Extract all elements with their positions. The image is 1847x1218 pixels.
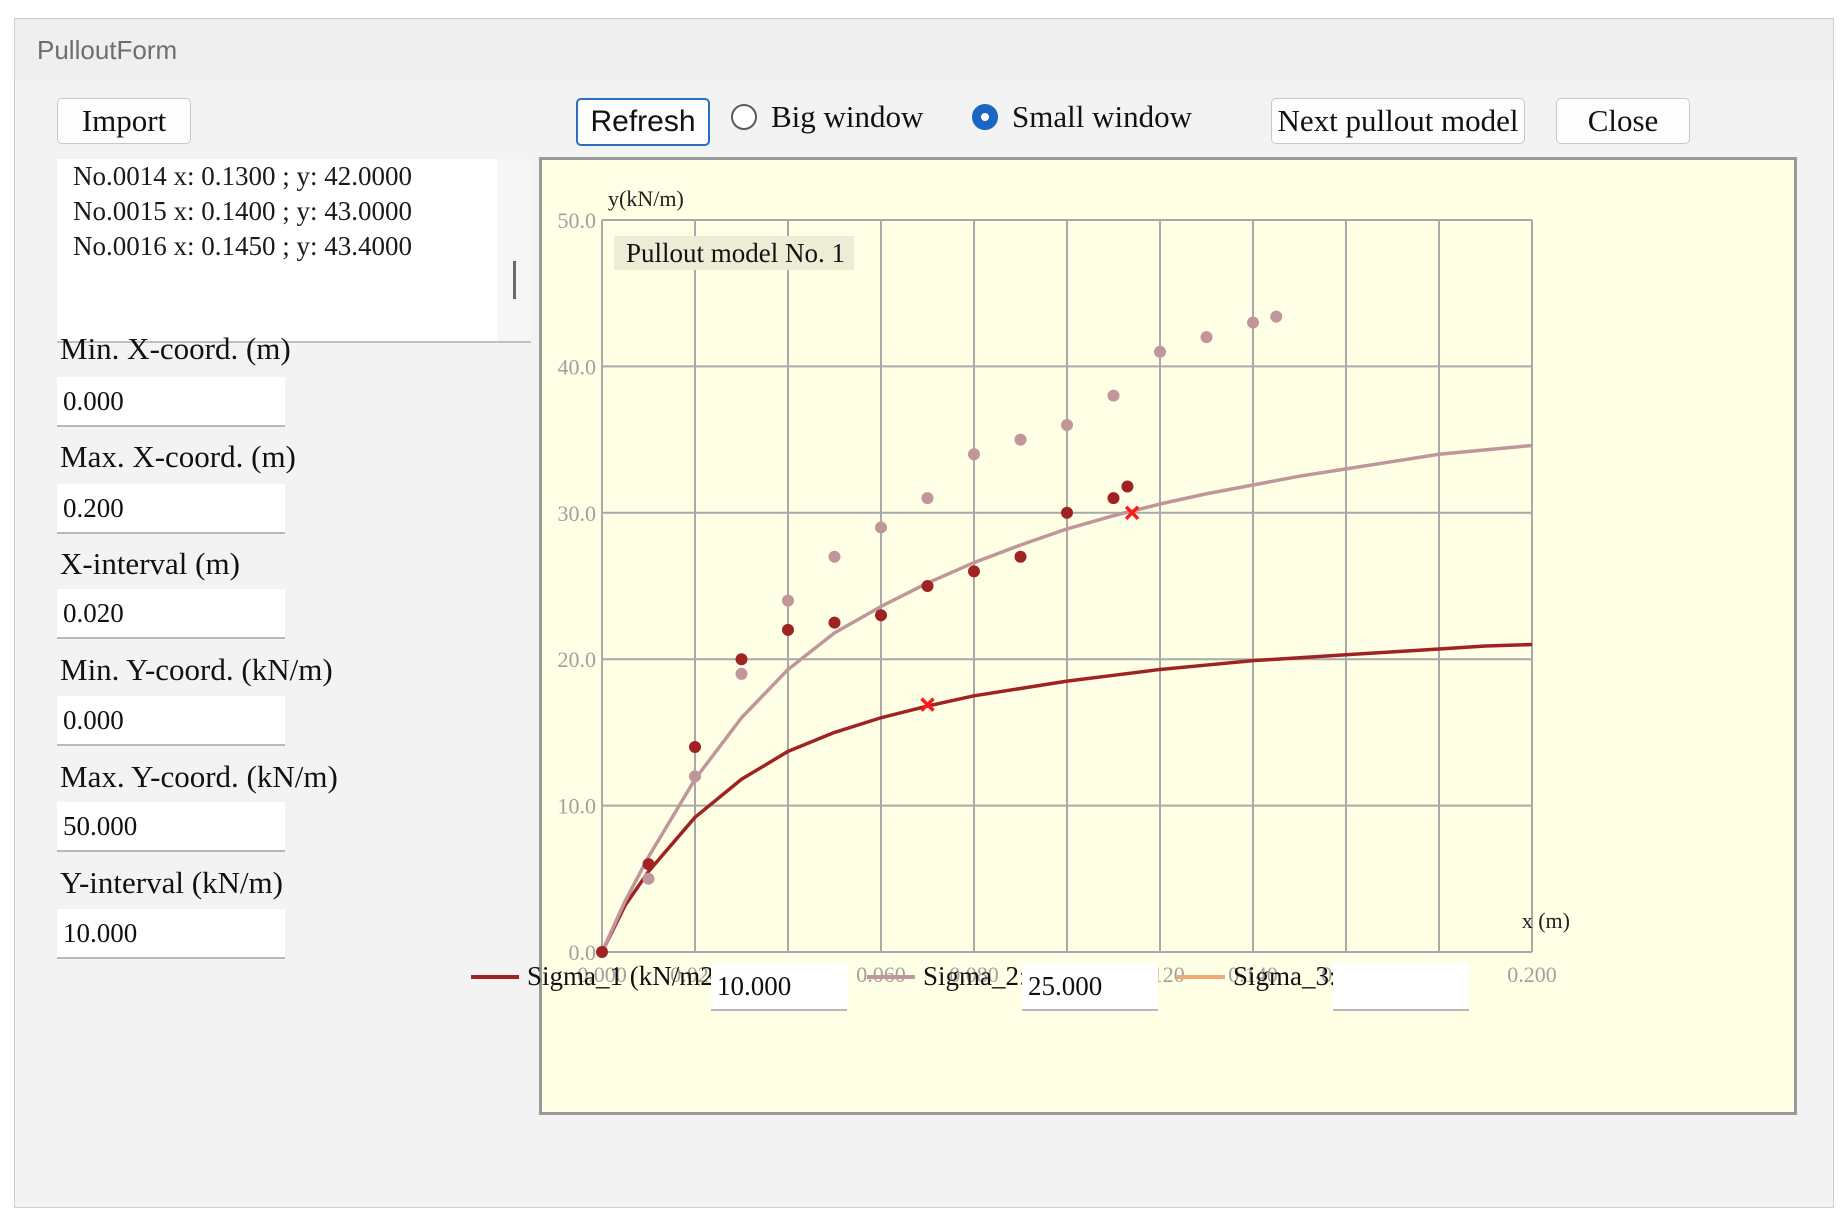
legend-sigma1: Sigma_1 (kN/m2) : bbox=[471, 961, 737, 992]
legend-sigma3-swatch bbox=[1177, 974, 1225, 979]
data-point bbox=[642, 872, 655, 885]
y-tick-label: 30.0 bbox=[558, 501, 597, 526]
data-point bbox=[875, 521, 887, 534]
y-axis-label: y(kN/m) bbox=[608, 186, 684, 211]
data-point bbox=[1121, 480, 1134, 493]
import-button[interactable]: Import bbox=[57, 98, 191, 144]
sigma1-input[interactable] bbox=[711, 963, 847, 1011]
data-point bbox=[968, 448, 980, 461]
min-x-input[interactable] bbox=[57, 377, 285, 427]
next-pullout-model-button[interactable]: Next pullout model bbox=[1271, 98, 1525, 144]
data-point bbox=[642, 858, 655, 871]
data-point bbox=[1061, 418, 1073, 431]
close-button[interactable]: Close bbox=[1556, 98, 1690, 144]
sigma3-input[interactable] bbox=[1333, 963, 1469, 1011]
log-scrollbar[interactable] bbox=[497, 159, 531, 341]
data-point bbox=[1107, 389, 1120, 402]
max-x-input[interactable] bbox=[57, 484, 285, 534]
y-tick-label: 0.0 bbox=[569, 940, 597, 965]
window-title: PulloutForm bbox=[37, 35, 178, 65]
data-point bbox=[921, 580, 934, 592]
sigma2-input[interactable] bbox=[1022, 963, 1158, 1011]
legend-sigma2-swatch bbox=[867, 974, 915, 979]
data-point bbox=[875, 609, 887, 622]
data-point bbox=[1061, 506, 1073, 519]
legend-sigma2-label: Sigma_2: bbox=[923, 961, 1027, 991]
big-window-radio[interactable]: Big window bbox=[731, 99, 923, 135]
data-point bbox=[782, 623, 794, 636]
series-line-2 bbox=[600, 443, 1533, 953]
legend-sigma1-label: Sigma_1 (kN/m2) : bbox=[527, 961, 737, 991]
data-point bbox=[921, 492, 934, 505]
data-point bbox=[968, 565, 980, 578]
y-interval-input[interactable] bbox=[57, 909, 285, 959]
legend-sigma2: Sigma_2: bbox=[867, 961, 1027, 992]
small-window-radio[interactable]: Small window bbox=[972, 99, 1192, 135]
min-y-input[interactable] bbox=[57, 696, 285, 746]
data-point bbox=[828, 550, 841, 563]
data-point bbox=[1200, 331, 1213, 344]
y-tick-label: 10.0 bbox=[558, 794, 597, 819]
data-point bbox=[1247, 316, 1259, 329]
max-x-label: Max. X-coord. (m) bbox=[60, 439, 296, 474]
data-point bbox=[1107, 492, 1120, 505]
data-point bbox=[735, 653, 748, 666]
x-interval-label: X-interval (m) bbox=[60, 546, 240, 581]
y-interval-label: Y-interval (kN/m) bbox=[60, 865, 283, 900]
x-tick-label: 0.200 bbox=[1507, 962, 1557, 987]
max-y-input[interactable] bbox=[57, 802, 285, 852]
x-interval-input[interactable] bbox=[57, 589, 285, 639]
import-log-list[interactable]: No.0014 x: 0.1300 ; y: 42.0000 No.0015 x… bbox=[57, 159, 531, 343]
small-window-label: Small window bbox=[1012, 99, 1192, 134]
big-window-radio-button[interactable] bbox=[731, 104, 757, 130]
chart-annotation: Pullout model No. 1 bbox=[626, 238, 845, 268]
chart-panel: 0.0000.0200.0400.0600.0800.1000.1200.140… bbox=[539, 157, 1797, 1115]
refresh-button[interactable]: Refresh bbox=[576, 98, 710, 146]
data-point bbox=[782, 594, 794, 607]
min-x-label: Min. X-coord. (m) bbox=[60, 331, 291, 366]
x-tick-label: 0.140 bbox=[1228, 962, 1278, 987]
data-point bbox=[828, 616, 841, 629]
data-point bbox=[1270, 310, 1283, 323]
legend-sigma3: Sigma_3: bbox=[1177, 961, 1337, 992]
cross-marker bbox=[1124, 505, 1140, 521]
pullout-form-window: PulloutForm Import Refresh Big window Sm… bbox=[14, 18, 1834, 1208]
data-point bbox=[735, 667, 748, 680]
log-scrollbar-thumb[interactable] bbox=[513, 261, 516, 299]
legend-sigma3-label: Sigma_3: bbox=[1233, 961, 1337, 991]
x-tick-label: 0.000 bbox=[577, 962, 627, 987]
log-line: No.0016 x: 0.1450 ; y: 43.4000 bbox=[73, 231, 413, 261]
x-tick-label: 0.080 bbox=[949, 962, 999, 987]
y-tick-label: 50.0 bbox=[558, 208, 597, 233]
y-tick-label: 20.0 bbox=[558, 647, 597, 672]
log-line: No.0014 x: 0.1300 ; y: 42.0000 bbox=[73, 161, 413, 191]
series-line-1 bbox=[600, 642, 1533, 953]
max-y-label: Max. Y-coord. (kN/m) bbox=[60, 759, 338, 794]
data-point bbox=[689, 770, 701, 783]
data-point bbox=[1154, 345, 1166, 358]
data-point bbox=[1014, 550, 1027, 563]
legend-sigma1-swatch bbox=[471, 974, 519, 979]
min-y-label: Min. Y-coord. (kN/m) bbox=[60, 652, 333, 687]
small-window-radio-button[interactable] bbox=[972, 104, 998, 130]
chart-annotation-background bbox=[614, 236, 854, 270]
x-axis-label: x (m) bbox=[1522, 908, 1570, 933]
data-point bbox=[1014, 433, 1027, 446]
data-point bbox=[689, 741, 701, 754]
y-tick-label: 40.0 bbox=[558, 354, 597, 379]
title-bar: PulloutForm bbox=[15, 19, 1833, 81]
log-line: No.0015 x: 0.1400 ; y: 43.0000 bbox=[73, 196, 413, 226]
data-point bbox=[596, 946, 608, 958]
big-window-label: Big window bbox=[771, 99, 924, 134]
cross-marker bbox=[920, 697, 935, 712]
